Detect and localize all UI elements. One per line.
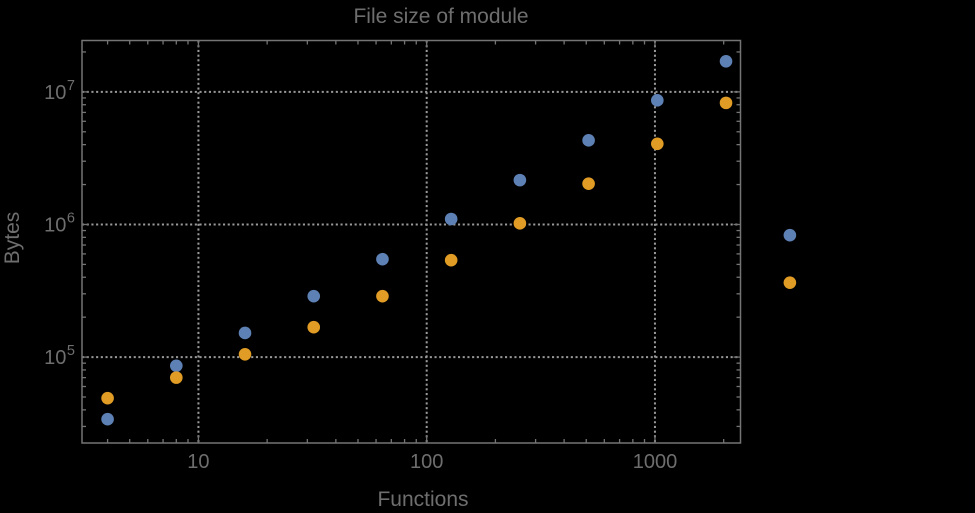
x-tick-label: 1000 [633,451,678,473]
data-point-series-orange [376,289,389,303]
x-axis-label: Functions [377,488,469,511]
data-point-series-blue [238,326,252,340]
data-point-series-blue [582,134,595,147]
data-point-series-blue [101,412,114,426]
data-point-series-orange [238,347,252,361]
data-point-series-orange [513,217,527,230]
data-point-series-blue [513,173,527,187]
data-point-series-orange [582,177,595,191]
data-point-series-orange [170,371,183,384]
data-point-series-blue [307,289,321,303]
data-point-series-blue [783,228,797,242]
chart-title: File size of module [353,5,529,28]
y-tick-label: 106 [44,210,75,236]
data-point-series-orange [101,391,114,405]
data-point-series-blue [444,212,458,226]
x-tick-label: 100 [410,451,443,473]
x-tick-label: 10 [187,451,209,473]
data-point-series-orange [719,96,733,110]
data-point-series-orange [444,253,458,267]
data-point-series-blue [651,94,664,107]
y-tick-label: 107 [44,78,75,104]
data-point-series-orange [307,320,321,334]
plot-frame [81,39,742,444]
y-tick-label: 105 [44,343,75,369]
data-point-series-blue [376,252,389,266]
data-point-series-blue [719,55,733,68]
data-point-series-blue [170,359,183,373]
data-point-series-orange [651,137,664,151]
data-point-series-orange [783,276,797,289]
